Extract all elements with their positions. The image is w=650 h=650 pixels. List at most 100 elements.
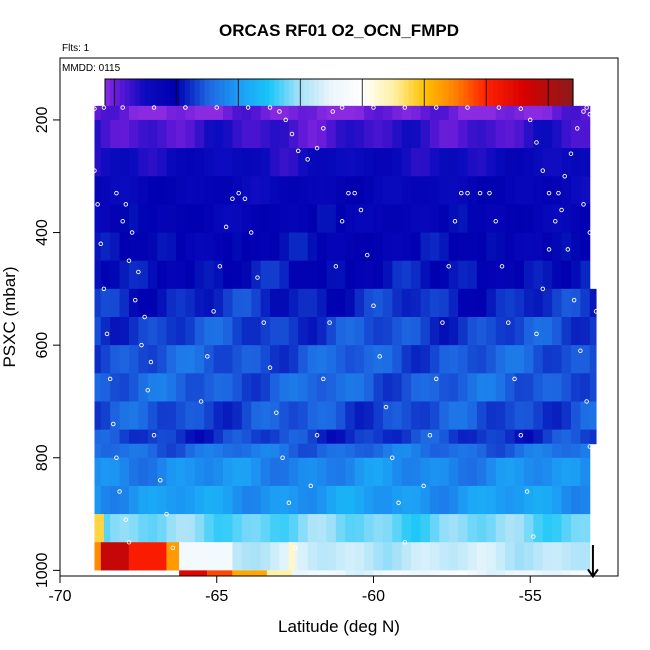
heatmap-cell <box>110 514 121 543</box>
heatmap-cell <box>213 176 224 205</box>
heatmap-cell <box>213 514 224 543</box>
heatmap-cell <box>138 443 149 459</box>
heatmap-cell <box>542 288 553 318</box>
heatmap-cell <box>345 542 356 571</box>
heatmap-cell <box>270 260 280 290</box>
heatmap-cell <box>335 514 346 543</box>
heatmap-cell <box>552 570 563 577</box>
heatmap-cell <box>561 232 572 262</box>
heatmap-cell <box>194 401 205 431</box>
track-point <box>236 190 241 196</box>
heatmap-cell <box>467 204 478 234</box>
heatmap-cell <box>335 204 346 234</box>
colorbar-swatch <box>324 79 330 119</box>
heatmap-cell <box>373 401 384 431</box>
heatmap-cell <box>448 570 459 577</box>
heatmap-cell <box>147 345 158 374</box>
track-point <box>559 207 564 213</box>
heatmap-cell <box>175 429 186 445</box>
track-point <box>452 219 458 224</box>
track-point <box>286 500 292 506</box>
heatmap-cell <box>138 119 149 149</box>
heatmap-cell <box>561 105 572 121</box>
heatmap-cell <box>335 401 346 431</box>
heatmap-cell <box>251 105 262 121</box>
heatmap-cell <box>476 514 487 543</box>
heatmap-cell <box>542 443 553 459</box>
heatmap-cell <box>279 429 290 445</box>
heatmap-cell <box>373 317 384 346</box>
heatmap-cell <box>288 105 299 121</box>
heatmap-cell <box>128 204 139 234</box>
track-point <box>283 117 288 123</box>
heatmap-cell <box>288 457 299 487</box>
colorbar-swatch <box>368 79 375 119</box>
heatmap-cell <box>458 514 469 543</box>
heatmap-cell <box>204 373 215 402</box>
track-point <box>587 230 593 235</box>
heatmap-cell <box>561 317 572 346</box>
heatmap-cell <box>373 345 384 374</box>
heatmap-cell <box>411 204 422 234</box>
heatmap-cell <box>335 345 346 374</box>
heatmap-cell <box>138 514 149 543</box>
heatmap-cell <box>223 401 233 431</box>
heatmap-cell <box>241 485 252 515</box>
heatmap-cell <box>260 119 271 149</box>
heatmap-cell <box>458 317 469 346</box>
heatmap-cell <box>119 429 130 445</box>
heatmap-cell <box>382 260 393 290</box>
colorbar-swatch <box>214 79 221 119</box>
track-point <box>267 105 273 110</box>
date-annotation: MMDD: 0115 <box>62 63 121 74</box>
heatmap-cell <box>364 232 374 262</box>
heatmap-cell <box>223 429 233 445</box>
heatmap-cell <box>335 457 346 487</box>
heatmap-cell <box>270 317 280 346</box>
track-point <box>496 105 502 110</box>
heatmap-cell <box>476 457 487 487</box>
heatmap-cell <box>523 429 534 445</box>
heatmap-cell <box>94 288 102 318</box>
y-axis-label: PSXC (mbar) <box>0 266 19 367</box>
track-point <box>493 219 498 224</box>
heatmap-cell <box>486 485 497 515</box>
heatmap-cell <box>448 105 459 121</box>
colorbar-swatch <box>269 79 275 119</box>
heatmap-cell <box>194 485 205 515</box>
heatmap-cell <box>373 542 384 571</box>
heatmap-cell <box>533 443 544 459</box>
heatmap-cell <box>570 232 581 262</box>
heatmap-cell <box>429 317 440 346</box>
heatmap-cell <box>251 204 262 234</box>
heatmap-cell <box>505 457 516 487</box>
heatmap-cell <box>561 401 572 431</box>
heatmap-cell <box>138 317 149 346</box>
heatmap-cell <box>552 514 563 543</box>
heatmap-cell <box>194 373 205 402</box>
heatmap-cell <box>382 105 393 121</box>
heatmap-cell <box>317 570 327 577</box>
heatmap-cell <box>260 176 271 205</box>
heatmap-cell <box>448 119 459 149</box>
heatmap-cell <box>382 514 393 543</box>
heatmap-cell <box>260 345 271 374</box>
heatmap-cell <box>166 345 177 374</box>
heatmap-cell <box>382 288 393 318</box>
heatmap-cell <box>580 260 591 290</box>
heatmap-cell <box>495 514 506 543</box>
track-point <box>136 269 141 275</box>
heatmap-cell <box>335 119 346 149</box>
heatmap-cell <box>185 485 196 515</box>
heatmap-cell <box>317 401 327 431</box>
heatmap-cell <box>533 105 544 121</box>
heatmap-cell <box>495 485 506 515</box>
heatmap-cell <box>345 105 356 121</box>
y-tick-label: 800 <box>34 444 51 471</box>
heatmap-cell <box>100 373 111 402</box>
x-axis: -70 -65 -60 -55 <box>48 576 542 605</box>
heatmap-cell <box>251 457 262 487</box>
heatmap-cell <box>580 457 591 487</box>
heatmap-cell-surface <box>288 542 296 571</box>
heatmap-cell <box>166 514 177 543</box>
